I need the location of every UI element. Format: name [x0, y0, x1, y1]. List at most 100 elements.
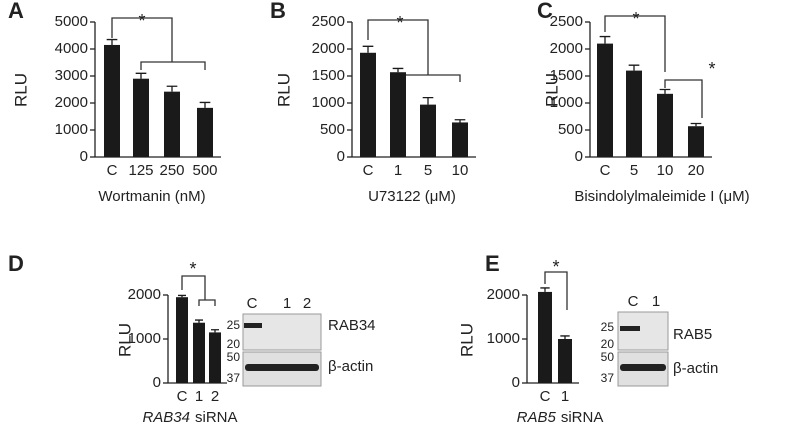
band-label: RAB5: [673, 326, 712, 343]
x-tick-label: C: [600, 162, 611, 179]
y-tick-label: 500: [558, 121, 583, 138]
y-tick-label: 2000: [312, 40, 345, 57]
y-axis-label: RLU: [274, 73, 293, 107]
error-bar: [659, 88, 671, 94]
bar: [209, 332, 221, 383]
error-bar: [211, 329, 219, 333]
bar: [176, 297, 188, 383]
y-tick-label: 1500: [550, 67, 583, 84]
marker: 50: [601, 350, 615, 364]
x-axis-label-text: Wortmanin (nM): [98, 188, 205, 205]
lane-label: 1: [652, 293, 660, 310]
marker: 25: [601, 320, 615, 334]
marker: 37: [601, 371, 615, 385]
significance: *: [708, 59, 715, 79]
x-tick-label: 20: [688, 162, 705, 179]
error-bar: [195, 319, 203, 323]
x-tick-label: C: [540, 388, 551, 405]
error-bar: [454, 119, 466, 123]
x-tick-label: 1: [561, 388, 569, 405]
bar: [558, 339, 572, 383]
bar: [360, 52, 376, 157]
lane-label: 1: [283, 295, 291, 312]
y-axis-label: RLU: [542, 73, 561, 107]
marker: 25: [227, 318, 241, 332]
x-tick-label: 10: [657, 162, 674, 179]
y-axis-label: RLU: [11, 73, 30, 107]
x-axis-label: Wortmanin (nM): [98, 188, 205, 205]
panel-label: E: [485, 251, 500, 276]
x-axis-label-text: siRNA: [561, 409, 604, 426]
bar: [657, 93, 673, 157]
band-label: β-actin: [328, 358, 373, 375]
y-tick-label: 4000: [55, 40, 88, 57]
bar: [597, 43, 613, 157]
y-tick-label: 0: [512, 374, 520, 391]
y-tick-label: 1000: [487, 330, 520, 347]
x-axis-label-gene: RAB34: [142, 409, 190, 426]
y-tick-label: 1000: [55, 121, 88, 138]
x-axis-label: RAB5 siRNA: [517, 409, 604, 426]
x-tick-label: C: [177, 388, 188, 405]
x-tick-label: 2: [211, 388, 219, 405]
bar: [420, 104, 436, 157]
marker: 20: [601, 337, 615, 351]
western-blot: [617, 311, 669, 387]
lane-label: 2: [303, 295, 311, 312]
y-axis-label: RLU: [115, 323, 134, 357]
y-tick-label: 2000: [487, 286, 520, 303]
y-tick-label: 1500: [312, 67, 345, 84]
bar: [133, 78, 149, 157]
error-bar: [199, 101, 211, 108]
error-bar: [106, 38, 118, 45]
bar: [104, 44, 120, 158]
x-axis-label: RAB34 siRNA: [142, 409, 237, 426]
y-tick-label: 2000: [550, 40, 583, 57]
significance: *: [396, 13, 403, 33]
panel-label: A: [8, 0, 24, 23]
bar: [688, 126, 704, 157]
error-bar: [362, 45, 374, 53]
significance: *: [138, 11, 145, 31]
error-bar: [135, 72, 147, 79]
error-bar: [560, 335, 570, 339]
bar: [197, 107, 213, 157]
bar: [538, 291, 552, 383]
bracket: [111, 17, 206, 70]
x-axis-label-text: siRNA: [195, 409, 238, 426]
x-tick-label: 1: [394, 162, 402, 179]
bar: [164, 91, 180, 157]
x-axis-label-gene: RAB5: [517, 409, 557, 426]
y-tick-label: 1000: [312, 94, 345, 111]
y-tick-label: 2000: [55, 94, 88, 111]
lane-label: C: [247, 295, 258, 312]
error-bar: [392, 67, 404, 73]
significance: *: [189, 259, 196, 279]
error-bar: [690, 122, 702, 127]
band-label: β-actin: [673, 360, 718, 377]
x-axis-label: U73122 (μM): [368, 188, 456, 205]
y-tick-label: 2500: [312, 13, 345, 30]
y-tick-label: 5000: [55, 13, 88, 30]
panel-label: C: [537, 0, 553, 23]
marker: 20: [227, 337, 241, 351]
x-tick-label: C: [363, 162, 374, 179]
x-tick-label: C: [107, 162, 118, 179]
x-tick-label: 500: [192, 162, 217, 179]
y-axis-label: RLU: [457, 323, 476, 357]
western-blot: [242, 313, 322, 387]
bar: [390, 72, 406, 157]
y-tick-label: 0: [153, 374, 161, 391]
bar: [452, 122, 468, 157]
x-tick-label: 1: [195, 388, 203, 405]
x-tick-label: 250: [159, 162, 184, 179]
y-tick-label: 1000: [128, 330, 161, 347]
significance: *: [632, 9, 639, 29]
y-tick-label: 500: [320, 121, 345, 138]
bracket: [181, 275, 216, 306]
x-axis-label: Bisindolylmaleimide I (μM): [574, 188, 749, 205]
x-axis-label-text: U73122 (μM): [368, 188, 456, 205]
error-bar: [540, 287, 550, 292]
x-tick-label: 10: [452, 162, 469, 179]
